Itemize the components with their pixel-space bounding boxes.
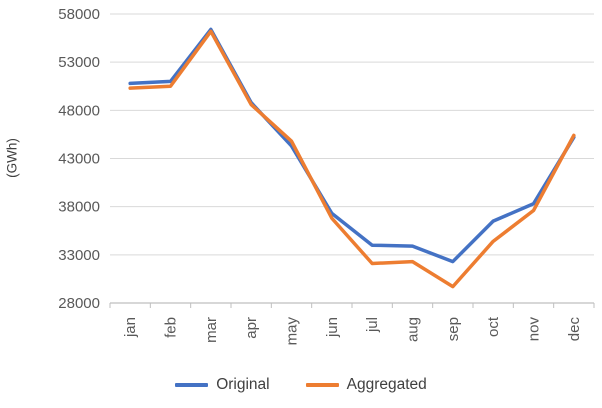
- x-axis-category-label: jul: [364, 317, 381, 333]
- x-axis-category-label: dec: [566, 317, 583, 342]
- chart-legend: Original Aggregated: [0, 376, 602, 394]
- legend-item-original: Original: [175, 376, 270, 394]
- x-axis-category-label: nov: [526, 317, 543, 342]
- y-axis-title: (GWh): [4, 138, 20, 178]
- legend-label-aggregated: Aggregated: [346, 376, 427, 393]
- x-axis-category-label: may: [284, 317, 301, 346]
- legend-item-aggregated: Aggregated: [305, 376, 427, 394]
- series-line-original: [128, 27, 576, 264]
- series-line-aggregated: [128, 29, 576, 289]
- y-axis-tick-label: 28000: [58, 295, 100, 312]
- x-axis-category-label: jan: [122, 317, 139, 338]
- x-axis-category-label: sep: [445, 317, 462, 341]
- x-axis-category-label: jun: [324, 317, 341, 338]
- legend-swatch-original: [175, 383, 209, 387]
- x-axis-category-label: mar: [203, 317, 220, 343]
- x-axis-category-label: aug: [405, 317, 422, 342]
- x-axis-category-label: oct: [485, 316, 502, 337]
- y-axis-tick-label: 43000: [58, 151, 100, 168]
- y-axis-tick-label: 58000: [58, 6, 100, 23]
- y-axis-tick-label: 38000: [58, 199, 100, 216]
- y-axis-tick-label: 53000: [58, 54, 100, 71]
- y-axis-tick-label: 33000: [58, 247, 100, 264]
- legend-label-original: Original: [216, 376, 270, 393]
- legend-swatch-aggregated: [305, 383, 339, 387]
- x-axis-category-label: feb: [163, 317, 180, 338]
- line-chart-canvas: 28000 33000 38000 43000 48000 53000 58000 jan fe…: [58, 6, 595, 346]
- x-axis-category-label: apr: [243, 317, 260, 339]
- y-axis-tick-label: 48000: [58, 102, 100, 119]
